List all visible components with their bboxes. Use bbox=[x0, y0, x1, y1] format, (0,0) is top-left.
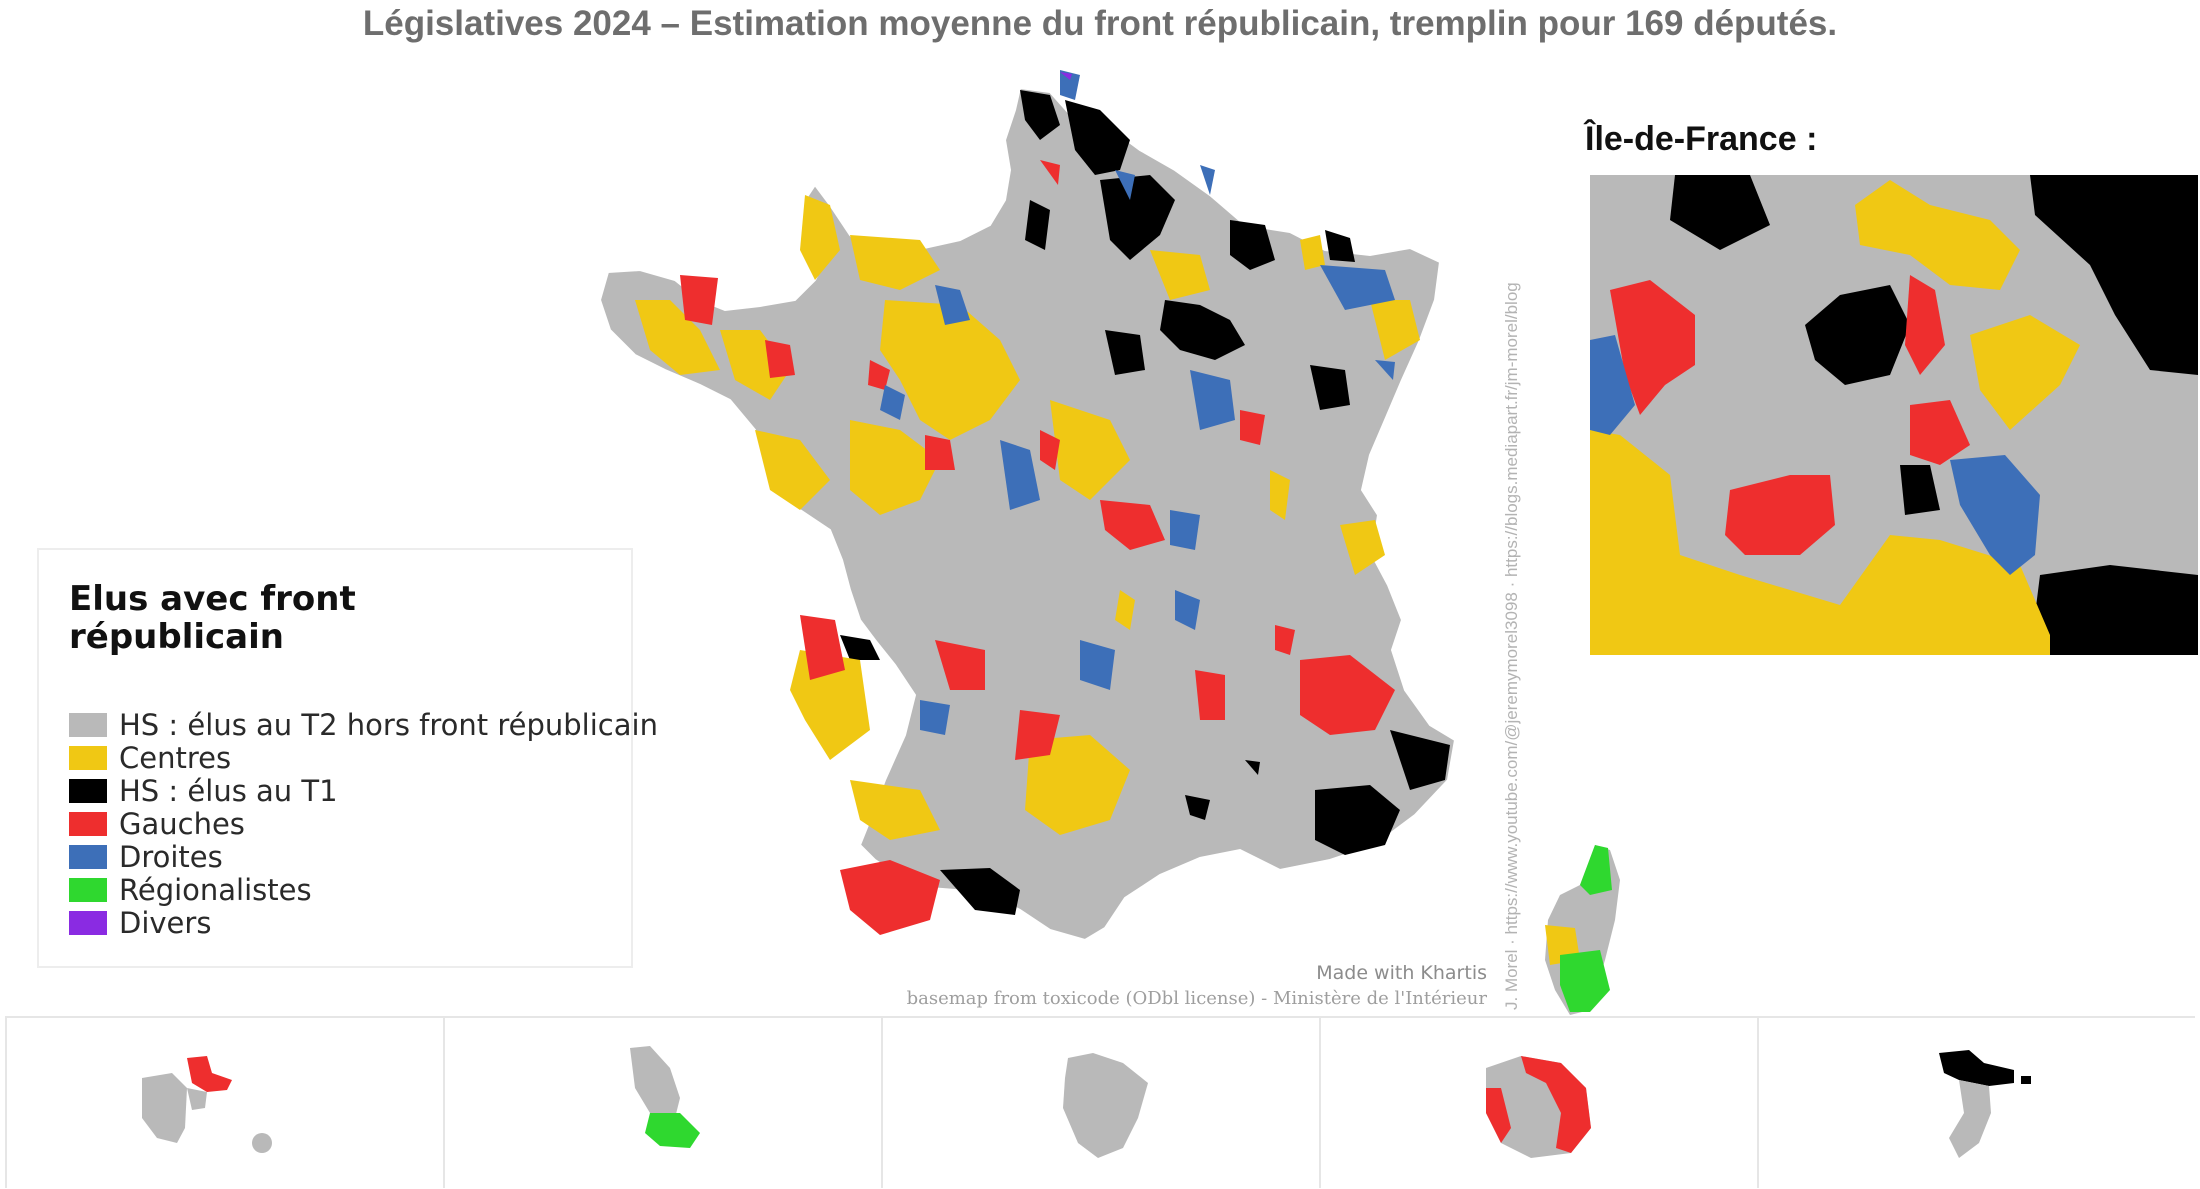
made-with-credit: Made with Khartis bbox=[1316, 962, 1487, 984]
overseas-guadeloupe bbox=[5, 1018, 443, 1188]
reunion-map bbox=[1486, 1056, 1591, 1158]
legend-item: Régionalistes bbox=[69, 872, 658, 907]
legend-label: Centres bbox=[119, 740, 232, 775]
basemap-credit: basemap from toxicode (ODbl license) - M… bbox=[906, 988, 1487, 1009]
guyane-map bbox=[1063, 1053, 1148, 1158]
overseas-reunion bbox=[1319, 1018, 1757, 1188]
mayotte-map bbox=[1939, 1050, 2031, 1158]
martinique-map bbox=[630, 1046, 700, 1148]
legend-swatch bbox=[69, 778, 107, 803]
overseas-martinique bbox=[443, 1018, 881, 1188]
legend-label: HS : élus au T1 bbox=[119, 773, 338, 808]
legend-swatch bbox=[69, 910, 107, 935]
legend-label: Régionalistes bbox=[119, 872, 312, 907]
legend-label: Divers bbox=[119, 905, 212, 940]
legend-swatch bbox=[69, 811, 107, 836]
overseas-panel bbox=[5, 1016, 2195, 1188]
guadeloupe-map bbox=[142, 1056, 272, 1153]
legend-swatch bbox=[69, 712, 107, 737]
legend-item: HS : élus au T2 hors front républicain bbox=[69, 707, 658, 742]
idf-inset-title: Île-de-France : bbox=[1585, 120, 1818, 158]
legend-label: Gauches bbox=[119, 806, 245, 841]
vertical-credit: J. Morel · https://www.youtube.com/@jere… bbox=[1502, 282, 1521, 1010]
legend-swatch bbox=[69, 844, 107, 869]
legend: Elus avec front républicain HS : élus au… bbox=[37, 548, 658, 968]
legend-item: Centres bbox=[69, 740, 658, 775]
legend-swatch bbox=[69, 745, 107, 770]
legend-item: HS : élus au T1 bbox=[69, 773, 658, 808]
overseas-guyane bbox=[881, 1018, 1319, 1188]
legend-label: Droites bbox=[119, 839, 223, 874]
legend-item: Gauches bbox=[69, 806, 658, 841]
legend-swatch bbox=[69, 877, 107, 902]
legend-title: Elus avec front républicain bbox=[69, 579, 356, 657]
legend-item: Droites bbox=[69, 839, 658, 874]
legend-list: HS : élus au T2 hors front républicain C… bbox=[69, 707, 658, 940]
map-title: Législatives 2024 – Estimation moyenne d… bbox=[362, 4, 1838, 43]
legend-label: HS : élus au T2 hors front républicain bbox=[119, 707, 658, 742]
overseas-mayotte bbox=[1757, 1018, 2195, 1188]
legend-item: Divers bbox=[69, 905, 658, 940]
idf-inset-map bbox=[1590, 175, 2198, 655]
